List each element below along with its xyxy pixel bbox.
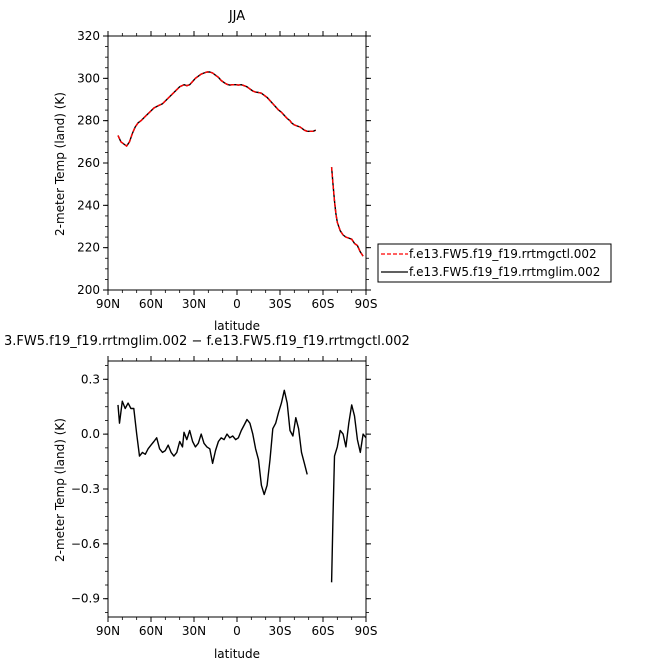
xtick-label: 60N xyxy=(139,297,163,311)
xtick-label: 0 xyxy=(233,297,241,311)
bottom-xlabel: latitude xyxy=(214,647,260,661)
top-title: JJA xyxy=(228,9,245,24)
bottom-panel: 3.FW5.f19_f19.rrtmglim.002 − f.e13.FW5.f… xyxy=(4,334,410,661)
xtick-label: 60S xyxy=(312,624,335,638)
xtick-label: 90N xyxy=(96,624,120,638)
xtick-label: 90S xyxy=(355,624,378,638)
legend-label-ctl: f.e13.FW5.f19_f19.rrtmgctl.002 xyxy=(409,247,597,261)
xtick-label: 90S xyxy=(355,297,378,311)
xtick-label: 90N xyxy=(96,297,120,311)
ytick-label: 260 xyxy=(77,156,100,170)
ytick-label: 240 xyxy=(77,198,100,212)
ytick-label: 320 xyxy=(77,29,100,43)
top-xlabel: latitude xyxy=(214,319,260,333)
xtick-label: 30N xyxy=(182,297,206,311)
xtick-label: 30N xyxy=(182,624,206,638)
bottom-title: 3.FW5.f19_f19.rrtmglim.002 − f.e13.FW5.f… xyxy=(4,334,410,349)
series-line-0-0 xyxy=(117,71,317,147)
xtick-label: 60N xyxy=(139,624,163,638)
xtick-label: 30S xyxy=(269,297,292,311)
ytick-label: −0.9 xyxy=(71,592,100,606)
xtick-label: 60S xyxy=(312,297,335,311)
series-line-1-0 xyxy=(117,389,308,496)
legend: f.e13.FW5.f19_f19.rrtmgctl.002 f.e13.FW5… xyxy=(377,243,612,283)
top-panel: JJA latitude 2-meter Temp (land) (K) 90N… xyxy=(53,9,377,333)
ytick-label: 0.0 xyxy=(81,427,100,441)
ytick-label: 200 xyxy=(77,283,100,297)
plot-frame-1 xyxy=(107,360,367,618)
ytick-label: −0.3 xyxy=(71,482,100,496)
top-ylabel: 2-meter Temp (land) (K) xyxy=(53,92,67,236)
bottom-ylabel: 2-meter Temp (land) (K) xyxy=(53,418,67,562)
ytick-label: −0.6 xyxy=(71,537,100,551)
ytick-label: 0.3 xyxy=(81,372,100,386)
plot-frame-0 xyxy=(107,35,367,291)
ytick-label: 220 xyxy=(77,241,100,255)
series-line-1-0 xyxy=(330,404,367,583)
ytick-label: 280 xyxy=(77,114,100,128)
xtick-label: 30S xyxy=(269,624,292,638)
legend-label-lim: f.e13.FW5.f19_f19.rrtmglim.002 xyxy=(409,265,600,279)
xtick-label: 0 xyxy=(233,624,241,638)
legend-box xyxy=(377,243,612,283)
series-line-0-0 xyxy=(330,167,364,257)
ytick-label: 300 xyxy=(77,71,100,85)
series-line-0-1 xyxy=(117,71,317,147)
